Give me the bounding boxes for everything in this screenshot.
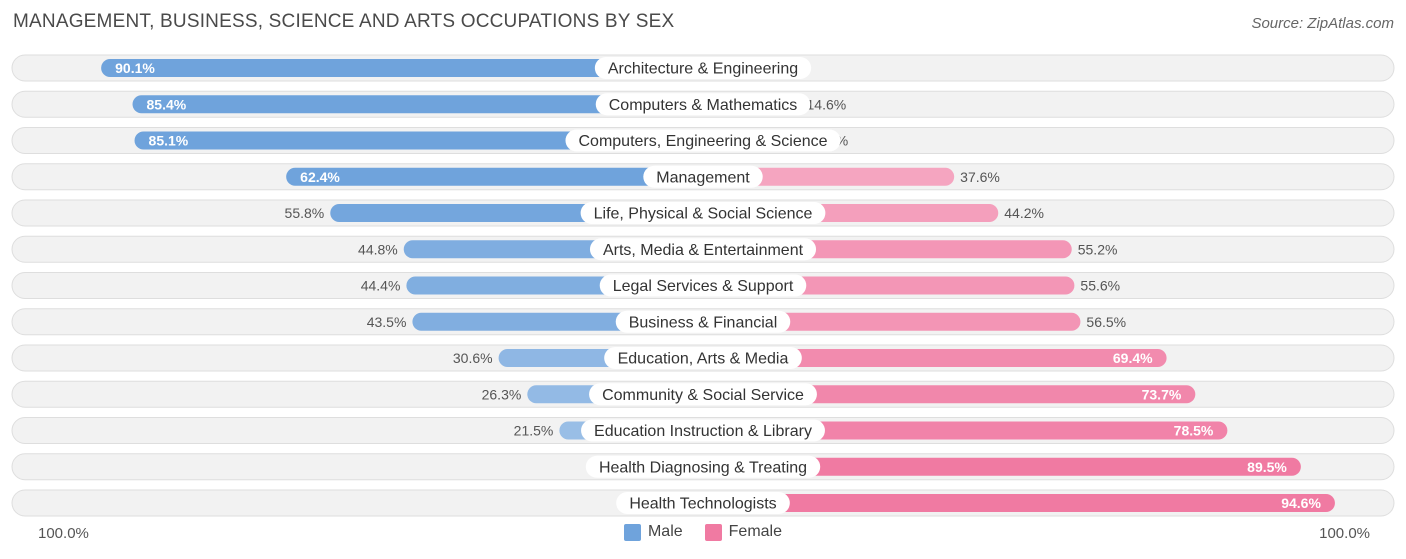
category-pill bbox=[589, 383, 817, 406]
legend-item-female: Female bbox=[704, 523, 783, 541]
legend-label-male: Male bbox=[647, 523, 683, 540]
category-pill bbox=[594, 57, 812, 79]
category-label: Education, Arts & Media bbox=[618, 351, 789, 368]
male-value-label: 62.4% bbox=[300, 169, 340, 185]
male-bar bbox=[286, 167, 703, 186]
female-value-label: 55.6% bbox=[1080, 278, 1120, 294]
male-value-label: 44.4% bbox=[361, 278, 401, 294]
category-label: Arts, Media & Entertainment bbox=[603, 242, 804, 259]
male-value-label: 26.3% bbox=[482, 386, 522, 402]
category-pill bbox=[585, 455, 821, 478]
category-pill bbox=[565, 129, 841, 152]
female-value-label: 37.6% bbox=[960, 169, 1000, 185]
female-bar bbox=[703, 494, 1335, 512]
male-value-label: 43.5% bbox=[367, 314, 407, 330]
category-pill bbox=[595, 93, 811, 116]
category-pill bbox=[616, 492, 790, 514]
female-bar bbox=[703, 385, 1196, 404]
legend-item-male: Male bbox=[623, 523, 683, 541]
male-value-label: 44.8% bbox=[358, 241, 398, 257]
category-label: Health Technologists bbox=[629, 496, 776, 513]
female-bar bbox=[703, 167, 955, 186]
category-pill bbox=[615, 310, 791, 333]
female-value-label: 94.6% bbox=[1281, 495, 1321, 511]
female-value-label: 69.4% bbox=[1113, 350, 1153, 366]
legend-swatch-female bbox=[704, 523, 722, 541]
axis-right-label: 100.0% bbox=[1319, 525, 1370, 542]
male-value-label: 30.6% bbox=[453, 350, 493, 366]
legend: Male Female bbox=[0, 523, 1406, 541]
source-credit: Source: ZipAtlas.com bbox=[1251, 15, 1394, 32]
female-bar bbox=[703, 421, 1228, 440]
category-label: Health Diagnosing & Treating bbox=[599, 459, 807, 476]
category-pill bbox=[589, 238, 817, 261]
male-bar bbox=[132, 95, 703, 114]
male-value-label: 85.1% bbox=[149, 133, 189, 149]
diverging-bar-chart: 90.1%9.9%Architecture & Engineering85.4%… bbox=[11, 54, 1395, 517]
female-value-label: 89.5% bbox=[1247, 459, 1287, 475]
category-label: Community & Social Service bbox=[602, 387, 804, 404]
female-value-label: 14.6% bbox=[807, 96, 847, 112]
chart-title: MANAGEMENT, BUSINESS, SCIENCE AND ARTS O… bbox=[13, 11, 675, 32]
female-value-label: 78.5% bbox=[1174, 423, 1214, 439]
category-label: Legal Services & Support bbox=[613, 278, 794, 295]
axis-left-label: 100.0% bbox=[38, 525, 89, 542]
category-label: Management bbox=[656, 169, 750, 186]
legend-label-female: Female bbox=[728, 523, 783, 540]
female-value-label: 44.2% bbox=[1004, 205, 1044, 221]
female-bar bbox=[703, 312, 1081, 331]
category-pill bbox=[604, 347, 802, 369]
category-label: Architecture & Engineering bbox=[608, 61, 798, 78]
male-bar bbox=[134, 131, 704, 150]
category-label: Life, Physical & Social Science bbox=[594, 206, 813, 223]
category-pill bbox=[580, 202, 826, 224]
female-value-label: 56.5% bbox=[1086, 314, 1126, 330]
male-value-label: 90.1% bbox=[115, 60, 155, 76]
female-bar bbox=[703, 349, 1167, 367]
legend-swatch-male bbox=[623, 523, 641, 541]
male-value-label: 21.5% bbox=[514, 423, 554, 439]
category-label: Computers, Engineering & Science bbox=[578, 133, 827, 150]
male-value-label: 85.4% bbox=[147, 96, 187, 112]
male-value-label: 55.8% bbox=[285, 205, 325, 221]
male-bar bbox=[101, 59, 703, 77]
category-label: Education Instruction & Library bbox=[594, 423, 812, 440]
category-pill bbox=[599, 274, 807, 297]
category-pill bbox=[643, 165, 763, 188]
category-pill bbox=[581, 419, 825, 442]
category-label: Computers & Mathematics bbox=[609, 97, 798, 114]
female-value-label: 73.7% bbox=[1142, 386, 1182, 402]
female-bar bbox=[703, 457, 1301, 476]
category-label: Business & Financial bbox=[629, 314, 778, 331]
female-value-label: 55.2% bbox=[1078, 241, 1118, 257]
